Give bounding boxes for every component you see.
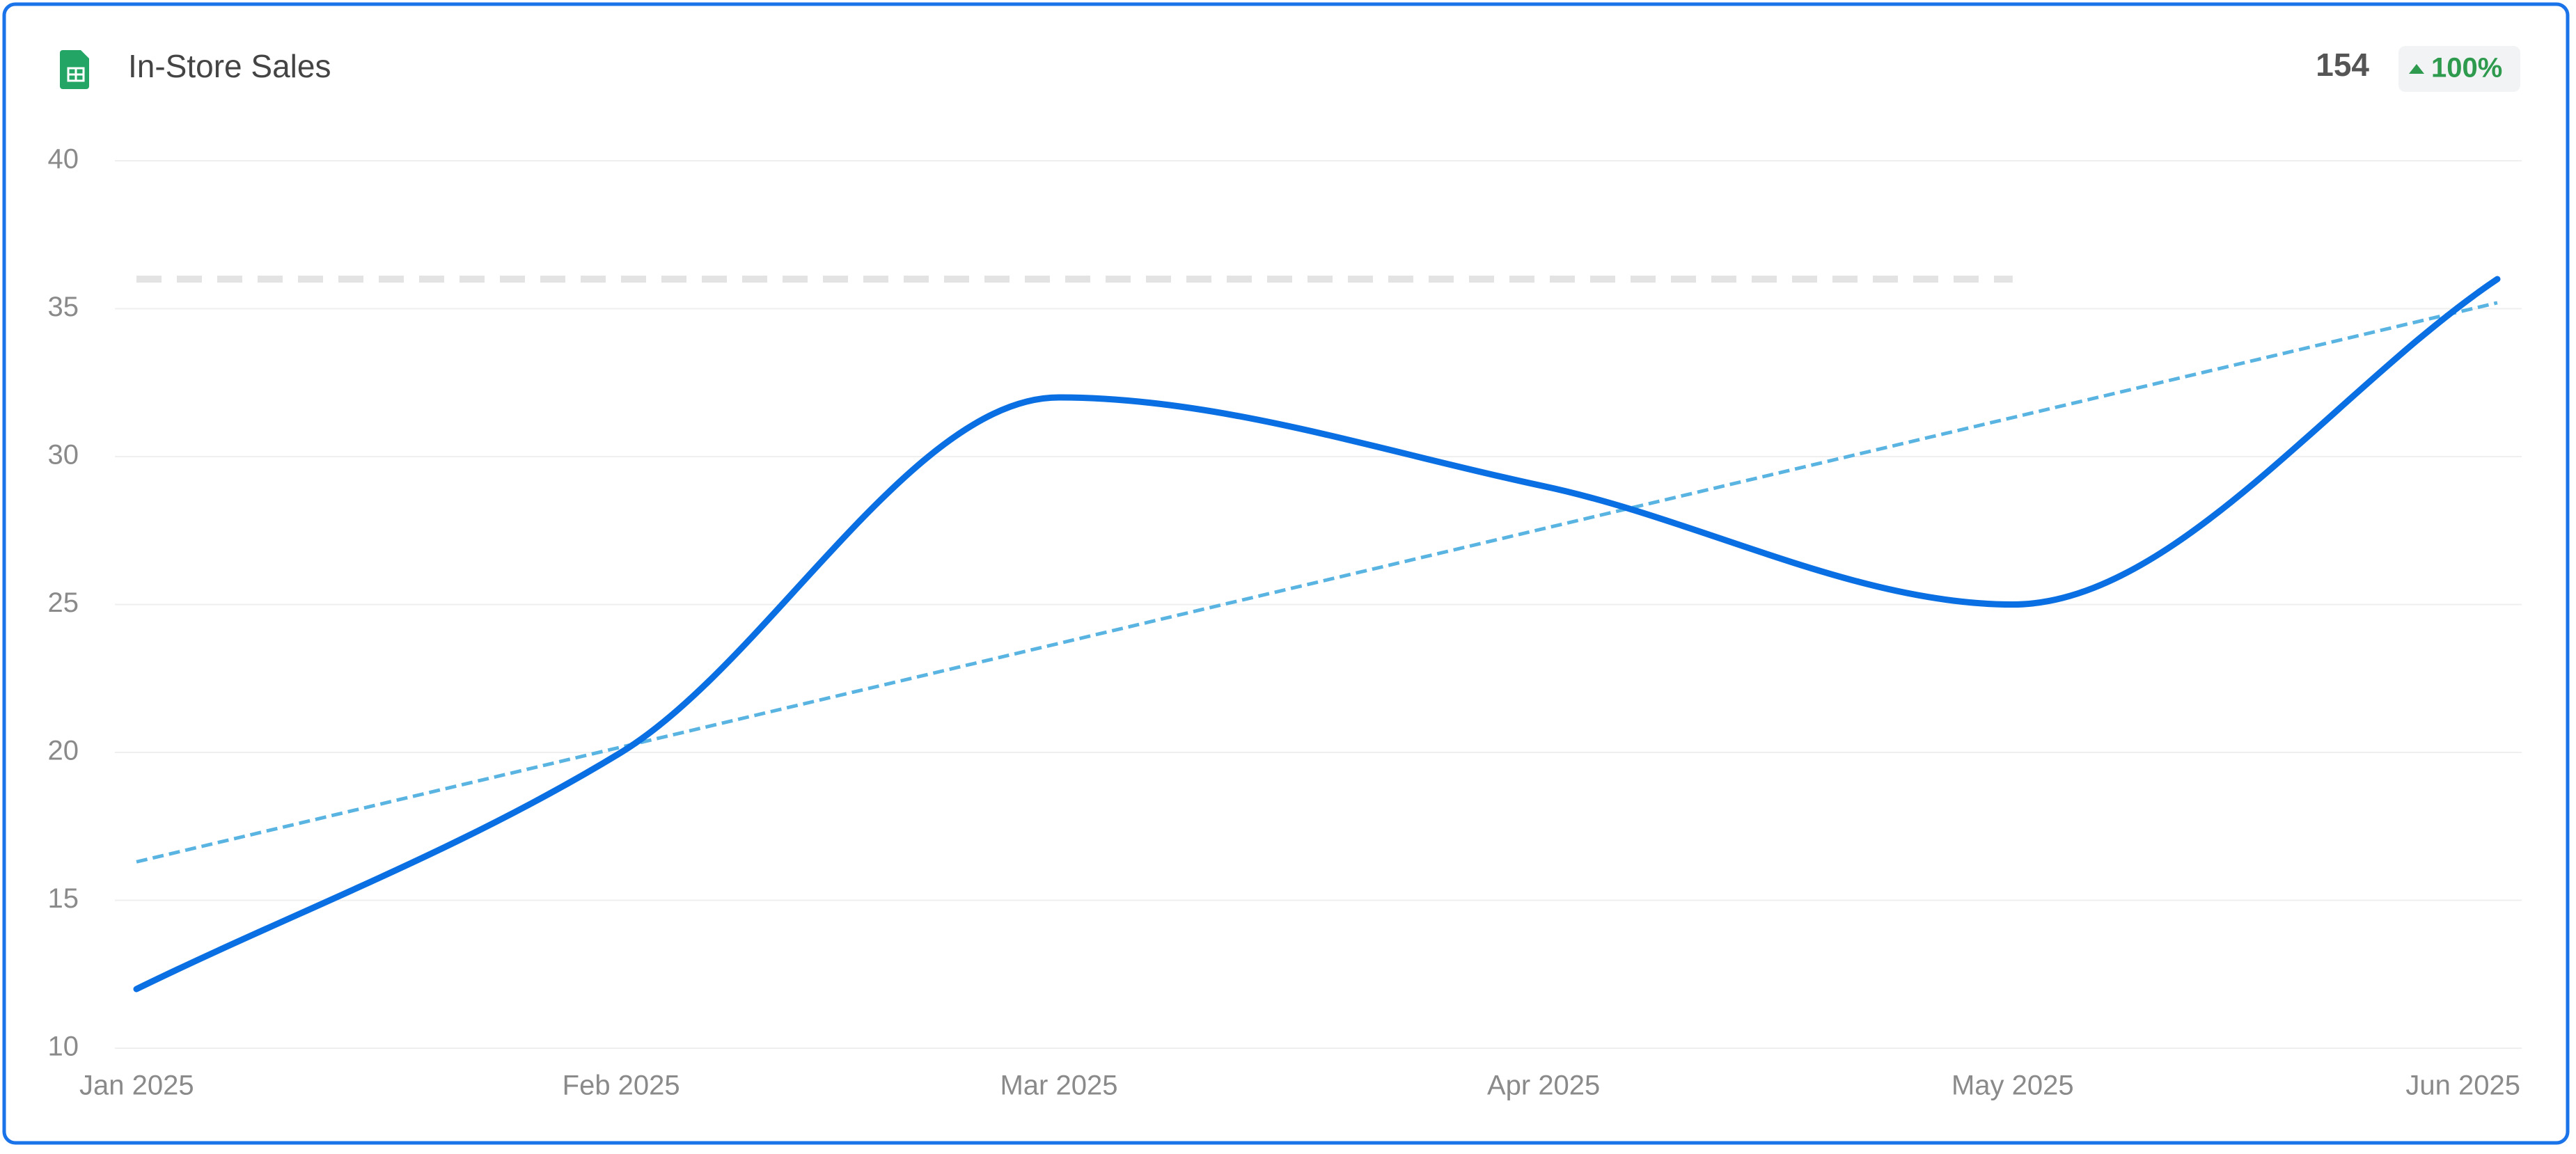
- x-tick-label: Feb 2025: [563, 1070, 680, 1101]
- change-badge: [2398, 46, 2520, 92]
- x-tick-label: May 2025: [1951, 1070, 2074, 1101]
- y-tick-label: 35: [48, 292, 79, 322]
- up-arrow: [2409, 64, 2424, 74]
- x-tick-label: Jun 2025: [2405, 1070, 2520, 1101]
- x-tick-label: Mar 2025: [1000, 1070, 1117, 1101]
- y-tick-label: 25: [48, 587, 79, 618]
- change-value: 100%: [2431, 53, 2502, 84]
- widget-title: In-Store Sales: [128, 48, 331, 84]
- y-tick-label: 20: [48, 736, 79, 766]
- y-tick-label: 15: [48, 883, 79, 914]
- total-value: 154: [2316, 47, 2369, 83]
- data-line: [133, 276, 2501, 993]
- y-tick-label: 10: [48, 1032, 79, 1062]
- y-tick-label: 30: [48, 440, 79, 471]
- trend-line: [136, 301, 2498, 864]
- x-tick-label: Apr 2025: [1487, 1070, 1600, 1101]
- y-tick-label: 40: [48, 144, 79, 175]
- sheets-icon: [60, 50, 89, 89]
- x-tick-label: Jan 2025: [79, 1070, 194, 1101]
